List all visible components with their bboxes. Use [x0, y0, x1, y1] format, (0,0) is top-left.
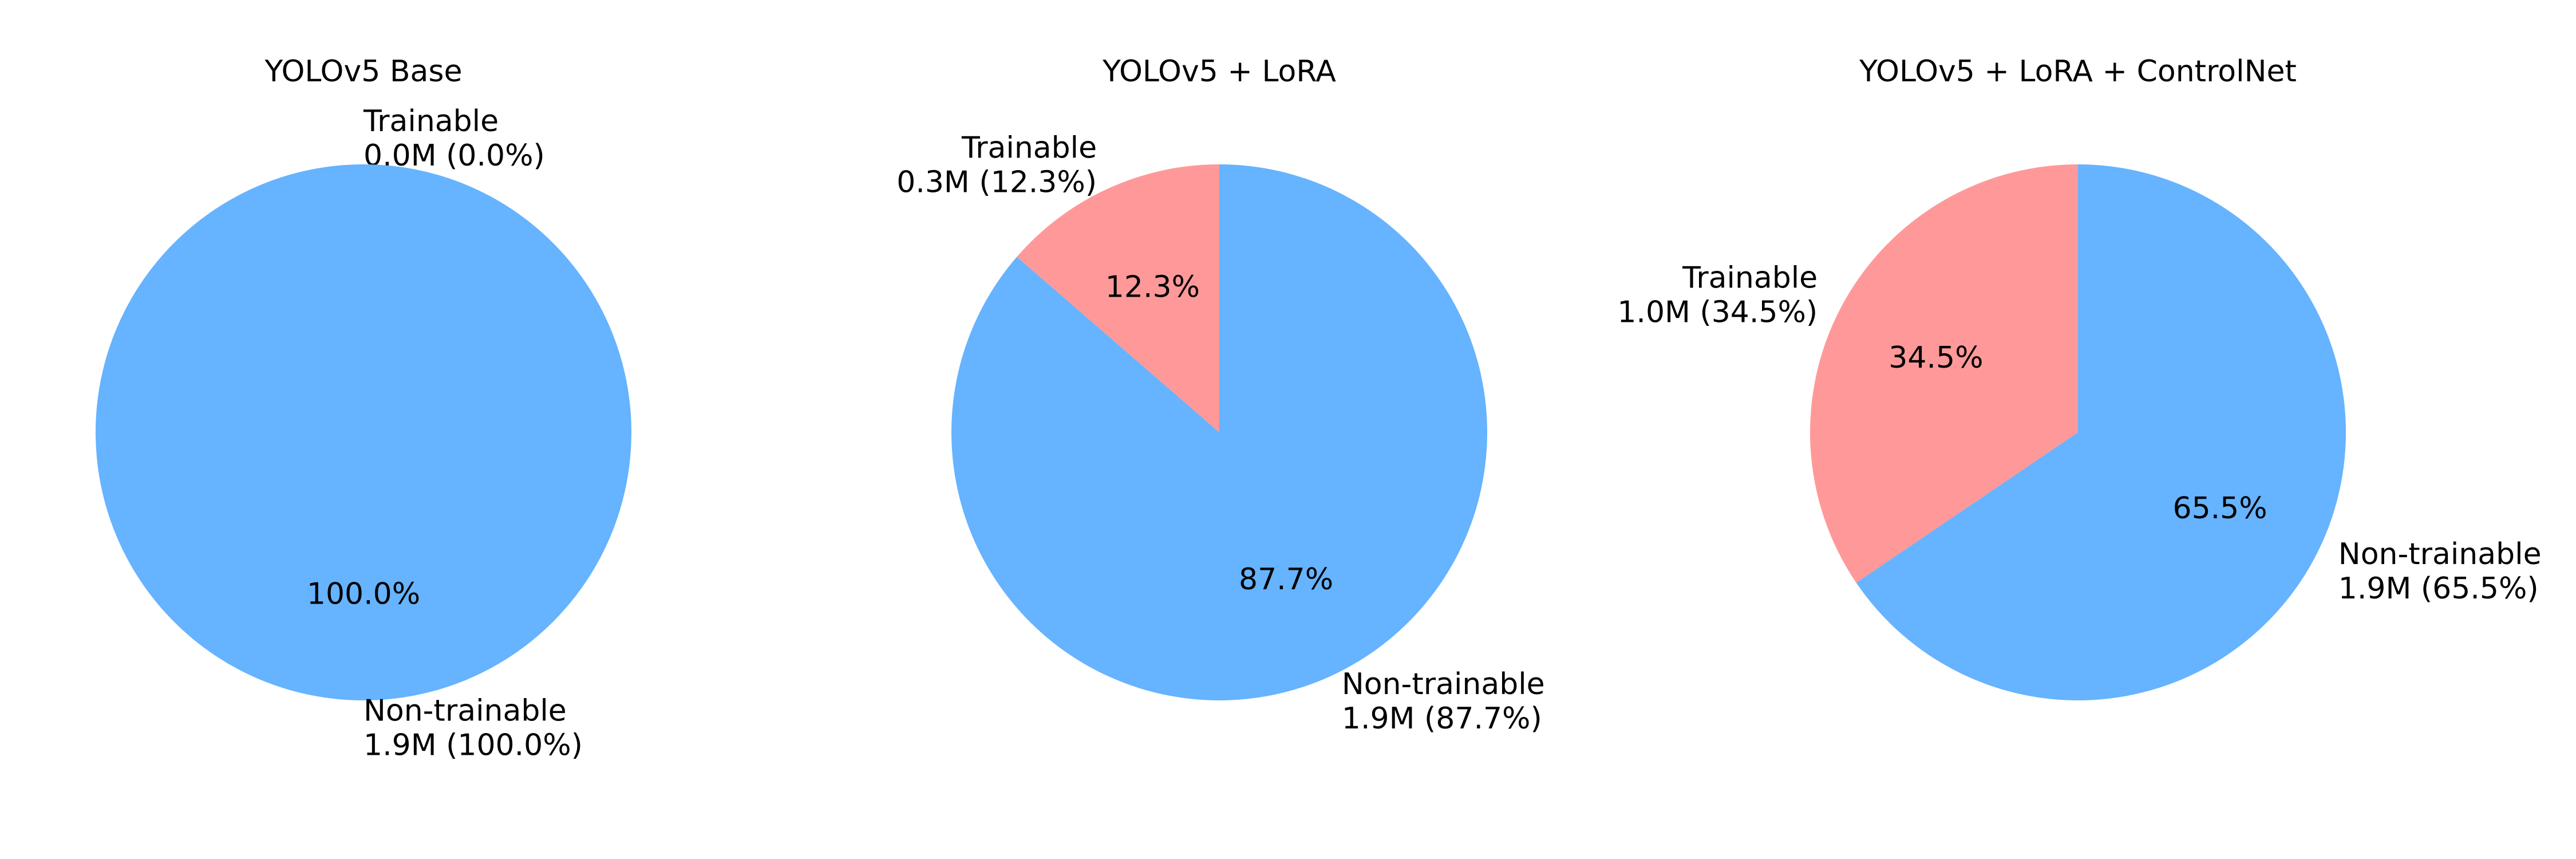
- chart-title: YOLOv5 + LoRA: [1102, 54, 1336, 89]
- chart-title: YOLOv5 Base: [264, 54, 463, 89]
- slice-value-label: 1.9M (65.5%): [2338, 572, 2539, 606]
- slice-value-label: 0.3M (12.3%): [896, 165, 1097, 199]
- pie-slice-non-trainable: [951, 164, 1488, 700]
- pie-chart-2: YOLOv5 + LoRA 12.3% Trainable 0.3M (12.3%) 8…: [896, 54, 1544, 736]
- slice-label: Trainable 0.3M (12.3%): [896, 131, 1097, 199]
- slice-label: Non-trainable 1.9M (100.0%): [364, 694, 583, 763]
- slice-label: Non-trainable 1.9M (87.7%): [1342, 667, 1545, 736]
- percent-label: 100.0%: [307, 577, 420, 612]
- percent-label-text: 65.5%: [2172, 491, 2267, 526]
- percent-label-text: 100.0%: [307, 577, 420, 612]
- slice-label: Non-trainable 1.9M (65.5%): [2338, 537, 2542, 606]
- pie-slice-trainable: [1809, 164, 2078, 583]
- slice-category-label: Trainable: [363, 104, 499, 139]
- slice-category-label: Non-trainable: [364, 694, 567, 728]
- pie-chart-3: YOLOv5 + LoRA + ControlNet 34.5% Trainable…: [1617, 54, 2542, 700]
- pie-slice-non-trainable: [1856, 164, 2346, 700]
- percent-label-text: 87.7%: [1239, 562, 1333, 597]
- slice-label: Trainable 1.0M (34.5%): [1617, 261, 1818, 330]
- slice-category-label: Non-trainable: [1342, 667, 1545, 702]
- pie-slice-trainable: [1017, 164, 1219, 432]
- percent-label: 34.5%: [1888, 341, 1983, 375]
- percent-label-text: 34.5%: [1888, 341, 1983, 375]
- slice-value-label: 1.9M (100.0%): [364, 728, 583, 763]
- slice-category-label: Non-trainable: [2338, 537, 2542, 572]
- slice-category-label: Trainable: [1682, 261, 1818, 295]
- chart-title: YOLOv5 + LoRA + ControlNet: [1859, 54, 2297, 89]
- slice-category-label: Trainable: [961, 131, 1097, 165]
- slice-value-label: 1.9M (87.7%): [1342, 702, 1542, 736]
- pie-slice-non-trainable: [96, 164, 631, 700]
- slice-label: Trainable 0.0M (0.0%): [363, 104, 545, 173]
- percent-label: 12.3%: [1105, 270, 1200, 304]
- percent-label: 65.5%: [2172, 491, 2267, 526]
- slice-value-label: 1.0M (34.5%): [1617, 295, 1818, 330]
- percent-label-text: 12.3%: [1105, 270, 1200, 304]
- percent-label: 87.7%: [1239, 562, 1333, 597]
